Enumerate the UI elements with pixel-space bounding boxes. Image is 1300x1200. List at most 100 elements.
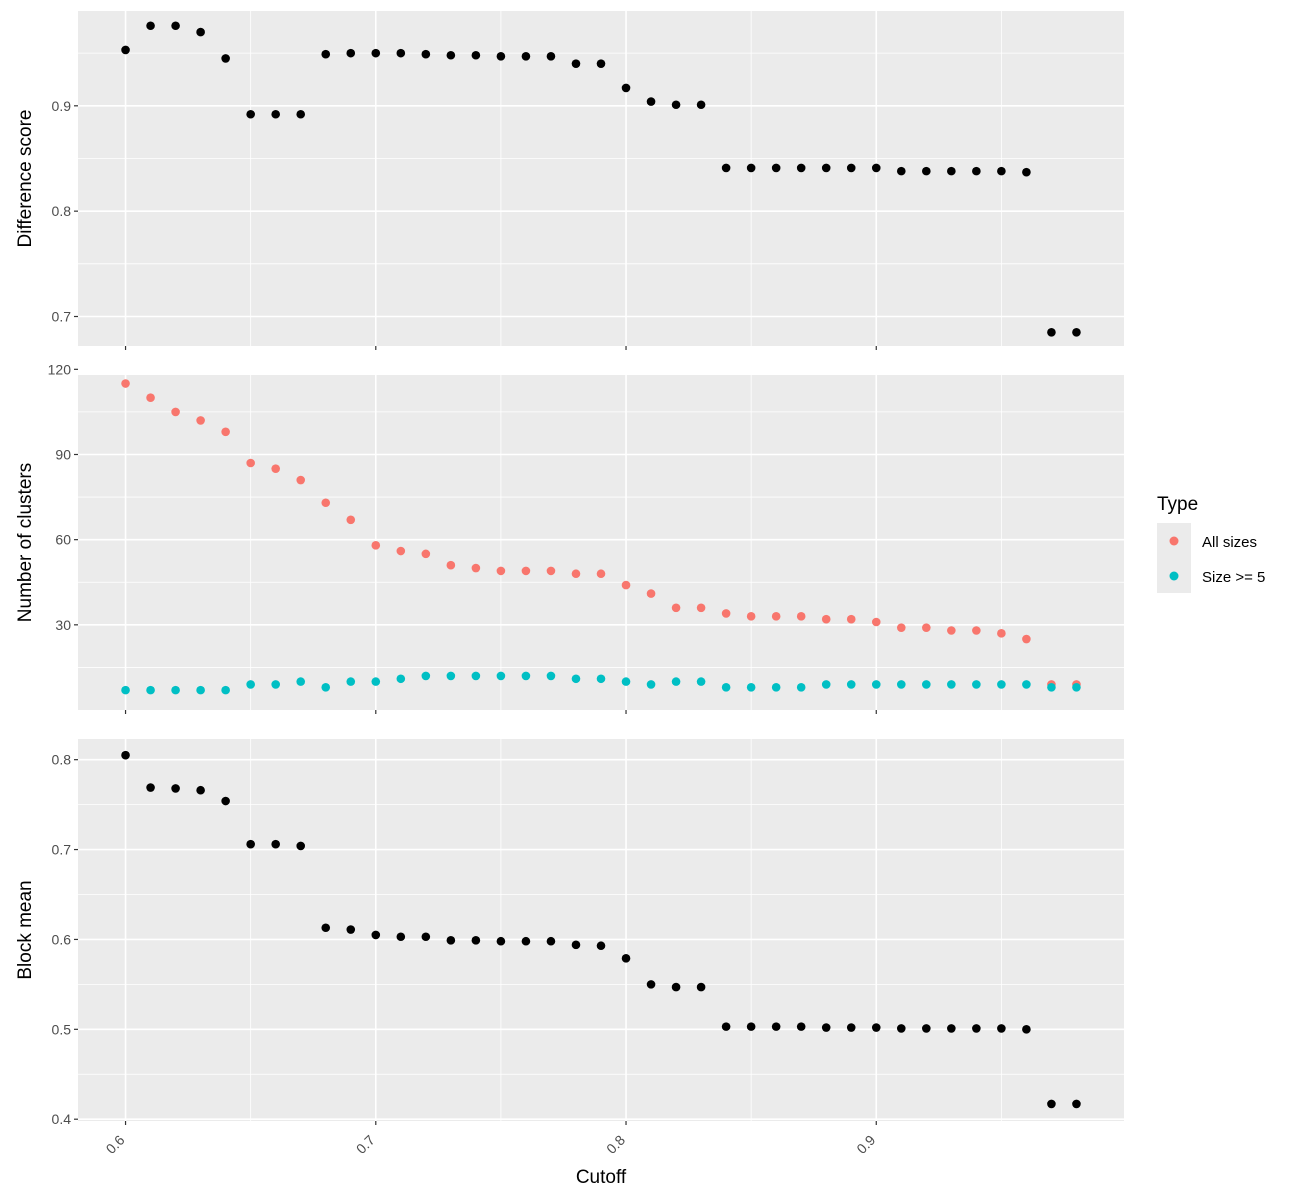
- data-point: [922, 166, 931, 176]
- data-point: [371, 930, 381, 940]
- data-point: [947, 1024, 956, 1033]
- data-point: [696, 677, 706, 686]
- data-point: [746, 612, 756, 621]
- data-point: [696, 982, 706, 992]
- data-point: [196, 416, 205, 425]
- data-point: [1072, 1099, 1081, 1109]
- data-point: [871, 680, 881, 689]
- data-point: [321, 49, 331, 59]
- data-point: [972, 626, 981, 635]
- data-point: [646, 680, 656, 689]
- y-tick-label: 60: [55, 532, 71, 548]
- data-point: [271, 680, 280, 689]
- data-point: [671, 603, 681, 613]
- data-point: [972, 1024, 981, 1033]
- data-point: [246, 839, 255, 849]
- data-point: [396, 546, 406, 556]
- data-point: [947, 626, 956, 635]
- data-point: [221, 685, 230, 695]
- data-point: [896, 166, 906, 176]
- data-point: [146, 783, 155, 792]
- data-point: [271, 464, 280, 473]
- data-point: [922, 1024, 931, 1033]
- data-point: [947, 680, 956, 689]
- data-point: [346, 48, 356, 58]
- data-point: [1072, 328, 1081, 337]
- y-tick-label: 0.8: [52, 203, 72, 219]
- data-point: [121, 685, 130, 695]
- legend: Type All sizes Size >= 5: [1157, 494, 1265, 593]
- data-point: [621, 954, 631, 963]
- data-point: [1047, 1099, 1056, 1109]
- data-point: [596, 674, 606, 684]
- data-point: [496, 936, 506, 946]
- data-point: [972, 166, 981, 176]
- data-point: [846, 614, 856, 624]
- data-point: [646, 97, 656, 106]
- y-tick-label: 0.9: [52, 98, 72, 114]
- data-point: [521, 566, 531, 576]
- data-point: [947, 166, 956, 176]
- data-point: [496, 671, 506, 681]
- data-point: [321, 923, 331, 933]
- data-point: [796, 163, 806, 173]
- data-point: [371, 48, 381, 58]
- data-point: [221, 54, 230, 63]
- data-point: [546, 671, 556, 681]
- data-point: [571, 940, 581, 950]
- y-tick-label: 0.7: [52, 842, 72, 858]
- data-point: [721, 1022, 731, 1031]
- data-point: [1047, 682, 1056, 692]
- data-point: [546, 936, 556, 946]
- data-point: [196, 685, 205, 695]
- data-point: [246, 109, 255, 119]
- data-point: [146, 393, 155, 403]
- data-point: [922, 623, 931, 632]
- data-point: [771, 612, 781, 621]
- data-point: [271, 109, 280, 119]
- data-point: [471, 671, 481, 681]
- y-axis-title: Difference score: [15, 110, 36, 248]
- data-point: [296, 841, 306, 851]
- data-point: [446, 50, 456, 60]
- data-point: [446, 671, 456, 681]
- data-point: [821, 680, 831, 689]
- chart-panels: 0.7 0.8 0.9 Difference score 30 60 90 120 Number…: [15, 11, 1124, 1157]
- legend-key-size-5-plus: [1169, 571, 1179, 581]
- data-point: [521, 936, 531, 946]
- data-point: [146, 21, 155, 31]
- x-tick-label: 0.7: [353, 1132, 378, 1157]
- data-point: [821, 163, 831, 173]
- x-axis-title: Cutoff: [576, 1167, 627, 1188]
- y-tick-label: 0.5: [52, 1021, 72, 1037]
- data-point: [621, 83, 631, 93]
- y-tick-label: 0.6: [52, 931, 72, 947]
- data-point: [121, 750, 130, 760]
- data-point: [571, 674, 581, 684]
- data-point: [571, 59, 581, 68]
- y-axis-title: Number of clusters: [15, 463, 36, 622]
- data-point: [296, 475, 306, 485]
- y-tick-label: 120: [48, 361, 72, 377]
- data-point: [1047, 328, 1056, 337]
- data-point: [421, 49, 431, 59]
- data-point: [246, 680, 255, 689]
- data-point: [746, 1022, 756, 1031]
- legend-label-all-sizes: All sizes: [1202, 534, 1257, 551]
- data-point: [496, 51, 506, 61]
- data-point: [471, 50, 481, 60]
- data-point: [846, 680, 856, 689]
- data-point: [1022, 167, 1031, 177]
- data-point: [346, 925, 356, 934]
- data-point: [346, 677, 356, 686]
- data-point: [796, 1022, 806, 1031]
- data-point: [896, 1024, 906, 1033]
- data-point: [1022, 634, 1031, 644]
- data-point: [721, 682, 731, 692]
- data-point: [771, 682, 781, 692]
- data-point: [296, 677, 306, 686]
- data-point: [546, 566, 556, 576]
- data-point: [997, 1024, 1006, 1033]
- data-point: [146, 685, 155, 695]
- data-point: [646, 589, 656, 598]
